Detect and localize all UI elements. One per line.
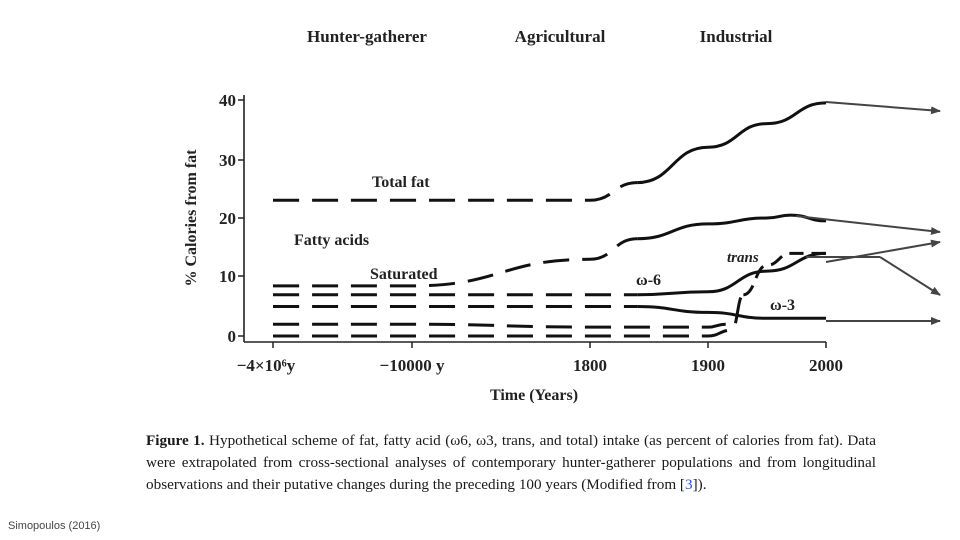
arrow-total-fat [825,101,941,115]
caption-text: Hypothetical scheme of fat, fatty acid (… [146,432,876,493]
x-tick-label-1900: 1900 [691,356,725,375]
y-tick-label-20: 20 [219,209,236,228]
y-ticks [238,99,244,337]
arrow-trans [879,256,941,296]
label-omega3: ω-3 [770,297,795,314]
series-trans-solid [742,251,826,297]
y-tick-label-0: 0 [228,327,237,346]
era-agricultural: Agricultural [515,27,606,46]
figure-label: Figure 1. [146,432,205,449]
label-trans: trans [727,250,759,266]
series-trans [273,251,826,338]
series-layer [272,101,827,338]
series-baseline-dashed [272,322,708,329]
y-tick-label-10: 10 [219,267,236,286]
y-axis-title: % Calories from fat [183,149,200,287]
label-fatty-acids: Fatty acids [294,232,369,249]
y-tick-label-30: 30 [219,151,236,170]
figure-caption: Figure 1. Hypothetical scheme of fat, fa… [146,430,876,496]
reference-link[interactable]: 3 [685,476,693,493]
series-saturated-solid [637,213,827,241]
series-trans-dashed [273,293,745,338]
series-omega3-solid [637,305,826,320]
x-tick-label-1800: 1800 [573,356,607,375]
label-omega6: ω-6 [636,272,661,289]
label-total-fat: Total fat [372,174,430,191]
era-hunter-gatherer: Hunter-gatherer [307,27,427,46]
series-total-fat [273,101,827,202]
series-baseline [272,322,726,329]
caption-text-end: ]). [692,476,707,493]
series-baseline-solid [707,322,726,329]
source-credit: Simopoulos (2016) [8,520,101,532]
arrow-saturated [795,215,941,235]
series-omega3 [273,304,826,320]
y-tick-label-40: 40 [219,91,236,110]
series-total-fat-solid [637,101,827,185]
x-tick-label-10000: −10000 y [380,356,445,375]
label-saturated: Saturated [370,266,438,283]
x-tick-label-4e6: −4×10⁶y [237,356,296,375]
projection-arrows [795,101,941,325]
arrow-omega6 [825,239,941,263]
series-total-fat-dashed [273,181,638,202]
series-omega6 [272,251,827,297]
x-tick-label-2000: 2000 [809,356,843,375]
x-ticks [272,342,827,348]
fat-intake-chart: Hunter-gatherer Agricultural Industrial … [183,27,941,404]
era-industrial: Industrial [700,27,773,46]
series-saturated-dashed [273,237,638,288]
x-axis-title: Time (Years) [490,387,578,404]
series-omega6-solid [637,251,827,297]
